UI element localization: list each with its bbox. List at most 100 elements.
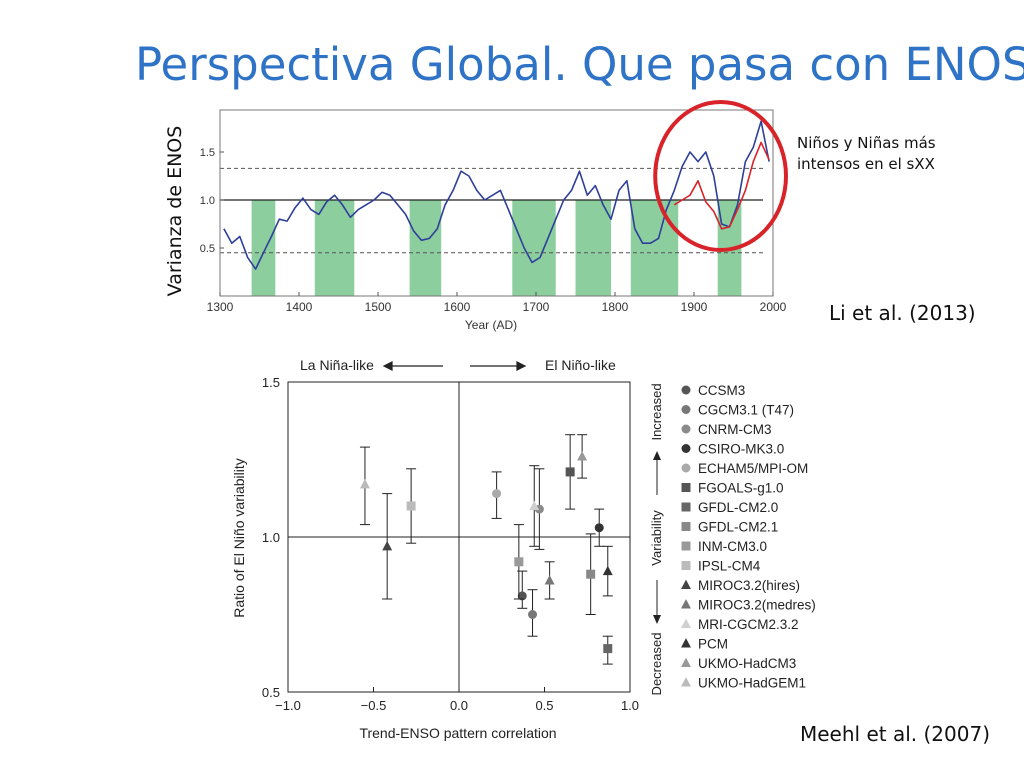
legend-label: MIROC3.2(medres) (698, 598, 816, 613)
y-tick-label: 0.5 (200, 243, 215, 255)
legend-label: UKMO-HadGEM1 (698, 676, 806, 691)
shaded-periods (251, 200, 742, 296)
data-point (527, 589, 538, 637)
legend-label: MRI-CGCM2.3.2 (698, 617, 799, 632)
legend-marker (681, 657, 691, 668)
legend-entry: CGCM3.1 (T47) (681, 403, 794, 418)
shaded-period (575, 200, 612, 296)
reference-lines (220, 167, 763, 254)
legend-entry: MIROC3.2(medres) (681, 598, 816, 613)
legend-marker (681, 463, 691, 473)
side-label-decreased: Decreased (649, 633, 664, 696)
direction-arrows (382, 361, 527, 371)
x-tick-label: 1800 (602, 300, 629, 314)
reference-meehl-2007: Meehl et al. (2007) (800, 722, 990, 746)
legend-label: GFDL-CM2.0 (698, 500, 778, 515)
legend-marker (681, 677, 691, 687)
data-point (382, 493, 393, 600)
axes (219, 109, 774, 297)
reference-li-2013: Li et al. (2013) (829, 301, 976, 325)
y-tick-label: 0.5 (262, 685, 280, 700)
x-axis-label: Trend-ENSO pattern correlation (359, 725, 556, 741)
legend-label: IPSL-CM4 (698, 559, 761, 574)
point-marker (603, 644, 613, 654)
x-tick-label: 1700 (523, 300, 550, 314)
data-point (594, 508, 605, 547)
legend-entry: IPSL-CM4 (681, 559, 761, 574)
x-tick-label: 1400 (286, 300, 313, 314)
data-point (491, 471, 502, 519)
legend-label: UKMO-HadCM3 (698, 656, 796, 671)
legend-marker (681, 502, 691, 512)
shaded-period (630, 200, 679, 296)
point-marker (517, 591, 527, 601)
slide-title: Perspectiva Global. Que pasa con ENOS? (135, 38, 1024, 91)
y-axis-label: Varianza de ENOS (164, 126, 186, 297)
point-marker (594, 523, 604, 533)
x-tick-label: −0.5 (361, 698, 387, 713)
x-tick-label: 1.0 (621, 698, 639, 713)
el-nino-like-label: El Niño-like (545, 357, 616, 373)
x-tick-label: 1600 (444, 300, 471, 314)
series-line-red (673, 141, 770, 230)
side-label-increased: Increased (649, 383, 664, 440)
legend-marker (681, 561, 691, 570)
legend-entry: PCM (681, 637, 728, 652)
legend-marker (681, 405, 691, 414)
legend-label: GFDL-CM2.1 (698, 520, 778, 535)
shaded-period (251, 200, 276, 296)
legend-marker (681, 483, 691, 492)
legend-label: ECHAM5/MPI-OM (698, 461, 808, 476)
x-tick-label: 0.0 (450, 698, 468, 713)
point-marker (602, 565, 613, 576)
shaded-period (512, 200, 556, 296)
point-marker (544, 575, 555, 585)
y-tick-label: 1.5 (200, 147, 215, 159)
side-label-variability: Variability (649, 510, 664, 566)
annotation-line-2: intensos en el sXX (797, 155, 935, 173)
enso-variance-chart: 1300 1400 1500 1600 1700 1800 1900 2000 0.5 1.0 1.… (164, 100, 788, 332)
data-point (565, 434, 576, 510)
legend-entry: ECHAM5/MPI-OM (681, 461, 808, 476)
point-marker (529, 500, 540, 511)
variability-side-axis: Increased Variability Decreased (649, 383, 664, 695)
legend-label: CSIRO-MK3.0 (698, 442, 784, 457)
data-point (602, 545, 613, 597)
plot-frame (287, 381, 631, 693)
x-tick-label: 1900 (681, 300, 708, 314)
legend-label: FGOALS-g1.0 (698, 481, 784, 496)
point-marker (406, 501, 416, 511)
series-line-blue (223, 120, 770, 270)
tick-labels: −1.0 −0.5 0.0 0.5 1.0 0.5 1.0 1.5 (262, 375, 639, 713)
legend-entry: UKMO-HadGEM1 (681, 676, 806, 691)
shaded-period (314, 200, 355, 296)
legend-label: MIROC3.2(hires) (698, 578, 800, 593)
shaded-period (409, 200, 442, 296)
x-tick-label: 2000 (760, 300, 787, 314)
highlight-circle (653, 100, 788, 252)
annotation-line-1: Niños y Niñas más (797, 134, 936, 152)
legend-entry: CNRM-CM3 (681, 422, 772, 437)
legend-entry: GFDL-CM2.1 (681, 520, 778, 535)
legend-marker (681, 444, 691, 453)
data-point (517, 570, 528, 609)
plot-frame (219, 109, 774, 297)
y-tick-label: 1.5 (262, 375, 280, 390)
data-point (577, 434, 588, 479)
point-marker (577, 451, 588, 461)
x-tick-label: 1300 (207, 300, 234, 314)
point-marker (492, 489, 502, 499)
x-tick-label: −1.0 (275, 698, 301, 713)
legend-entry: INM-CM3.0 (681, 539, 767, 554)
point-marker (528, 610, 538, 619)
point-marker (565, 467, 575, 477)
data-point (544, 561, 555, 600)
point-marker (382, 540, 393, 551)
y-tick-label: 1.0 (200, 195, 215, 207)
legend-marker (681, 618, 691, 629)
legend-entry: UKMO-HadCM3 (681, 656, 796, 671)
legend-label: PCM (698, 637, 728, 652)
legend-label: CGCM3.1 (T47) (698, 403, 794, 418)
point-marker (360, 478, 370, 489)
